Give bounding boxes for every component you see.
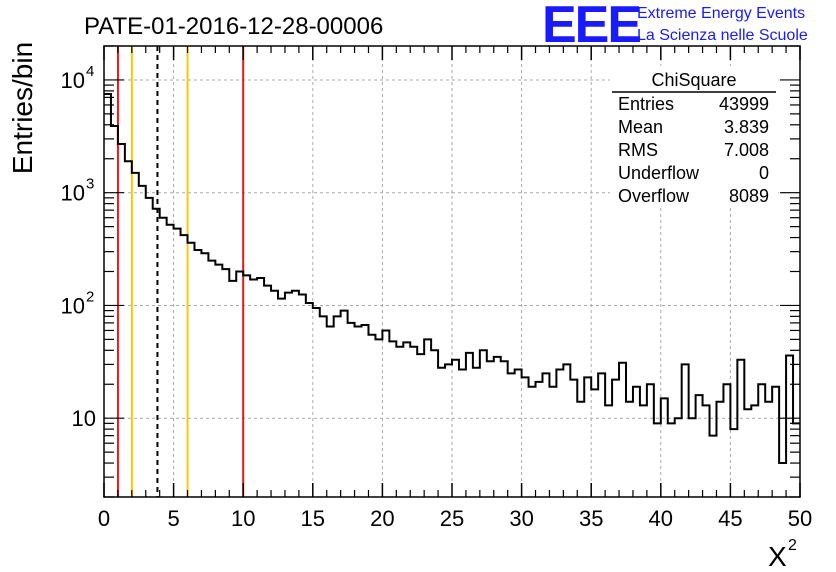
stats-row-label: Mean xyxy=(618,117,663,137)
stats-row-label: RMS xyxy=(618,140,658,160)
stats-box: ChiSquare Entries 43999 Mean 3.839 RMS 7.008 U… xyxy=(610,66,778,208)
y-tick-label-base: 10 xyxy=(72,406,96,431)
stats-row-value: 7.008 xyxy=(724,140,769,160)
grid-lines xyxy=(104,46,800,497)
stats-box-background xyxy=(610,66,778,208)
x-tick-label: 40 xyxy=(649,506,673,531)
y-tick-label: 10 xyxy=(72,406,96,431)
y-tick-label: 10 3 xyxy=(61,176,95,206)
logo-line-2: La Scienza nelle Scuole xyxy=(637,27,808,44)
y-tick-label: 10 4 xyxy=(61,63,95,93)
stats-row-label: Underflow xyxy=(618,163,700,183)
x-tick-label: 25 xyxy=(440,506,464,531)
x-tick-label: 15 xyxy=(301,506,325,531)
y-tick-label-exp: 4 xyxy=(86,63,94,80)
stats-row-label: Entries xyxy=(618,94,674,114)
x-tick-label: 20 xyxy=(370,506,394,531)
stats-title: ChiSquare xyxy=(651,70,736,90)
y-tick-label-exp: 2 xyxy=(86,288,94,305)
eee-logo-mark: EEE xyxy=(542,0,640,54)
stats-rows: Entries 43999 Mean 3.839 RMS 7.008 Underflow 0 O… xyxy=(618,94,769,206)
logo: EEE Extreme Energy Events La Scienza nel… xyxy=(542,0,808,54)
x-axis-title: X 2 xyxy=(768,537,797,572)
stats-row-value: 43999 xyxy=(719,94,769,114)
y-axis-title: Entries/bin xyxy=(7,42,38,174)
y-tick-label-exp: 3 xyxy=(86,176,94,193)
logo-line-1: Extreme Energy Events xyxy=(637,5,805,22)
stats-row-label: Overflow xyxy=(618,186,690,206)
y-tick-label: 10 2 xyxy=(61,288,95,318)
x-axis-title-base: X xyxy=(768,541,787,572)
stats-row-value: 0 xyxy=(759,163,769,183)
y-tick-label-base: 10 xyxy=(61,293,85,318)
y-tick-label-base: 10 xyxy=(61,181,85,206)
y-tick-label-base: 10 xyxy=(61,68,85,93)
x-tick-label: 45 xyxy=(718,506,742,531)
stats-row-value: 3.839 xyxy=(724,117,769,137)
stats-row-value: 8089 xyxy=(729,186,769,206)
chart-title: PATE-01-2016-12-28-00006 xyxy=(84,13,383,40)
x-tick-label: 10 xyxy=(231,506,255,531)
x-tick-label: 5 xyxy=(167,506,179,531)
x-tick-label: 0 xyxy=(98,506,110,531)
x-axis-title-exp: 2 xyxy=(788,537,797,554)
histogram-series xyxy=(104,93,800,465)
x-axis-ticks: 0 5 10 15 20 25 30 35 40 45 50 xyxy=(98,46,812,531)
x-tick-label: 30 xyxy=(509,506,533,531)
x-tick-label: 50 xyxy=(788,506,812,531)
marker-lines xyxy=(116,46,245,497)
x-tick-label: 35 xyxy=(579,506,603,531)
